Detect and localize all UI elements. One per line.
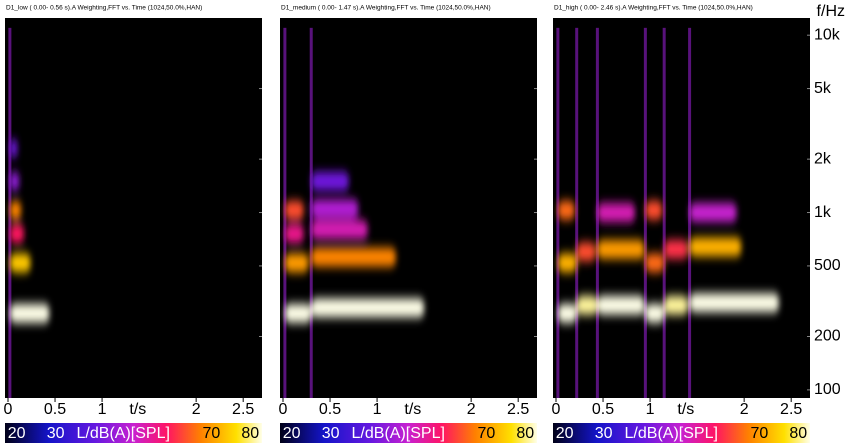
partial-blob — [284, 303, 312, 323]
spectrogram-layer — [283, 27, 425, 398]
colorbar-tick-label: 20 — [556, 425, 574, 442]
colorbar-tick-label: 20 — [8, 425, 26, 442]
x-tick-label: 0.5 — [44, 401, 66, 418]
partial-blob — [311, 247, 396, 267]
y-axis-label: f/Hz — [817, 3, 845, 20]
partial-blob — [557, 303, 577, 323]
partial-blob — [9, 200, 22, 220]
x-tick-label: 2.5 — [507, 401, 529, 418]
partial-blob — [689, 237, 742, 257]
x-tick-label: 0 — [279, 401, 288, 418]
partial-blob — [689, 203, 737, 222]
x-tick-label: 2 — [192, 401, 201, 418]
partial-blob — [597, 295, 645, 315]
colorbar — [5, 423, 262, 443]
x-tick-label: 0.5 — [319, 401, 341, 418]
partial-blob — [576, 295, 598, 315]
partial-blob — [664, 239, 688, 259]
strike-streak — [309, 27, 313, 398]
colorbar-tick-label: 70 — [202, 425, 220, 442]
x-tick-label: 0 — [4, 401, 13, 418]
partial-blob — [9, 253, 31, 273]
chart-title: D1_medium ( 0.00- 1.47 s).A Weighting,FF… — [281, 5, 491, 12]
colorbar-tick-label: 80 — [789, 425, 807, 442]
x-tick-label: 2 — [740, 401, 749, 418]
spectrogram-layer — [556, 27, 779, 398]
y-tick-label: 100 — [814, 381, 841, 398]
colorbar-tick-label: 30 — [595, 425, 613, 442]
x-tick-label: 2.5 — [780, 401, 802, 418]
x-tick-label: 2.5 — [232, 401, 254, 418]
x-axis-label: t/s — [404, 401, 421, 418]
partial-blob — [557, 253, 577, 273]
colorbar-tick-label: 70 — [477, 425, 495, 442]
partial-blob — [9, 138, 18, 158]
partial-blob — [311, 171, 349, 191]
partials — [284, 171, 425, 323]
plot-area — [5, 18, 262, 398]
colorbar-label: L/dB(A)[SPL] — [77, 425, 170, 442]
x-tick-label: 1 — [98, 401, 107, 418]
colorbar-tick-label: 30 — [47, 425, 65, 442]
partial-blob — [284, 224, 304, 244]
y-tick-label: 5k — [814, 80, 832, 97]
y-tick-label: 10k — [814, 26, 841, 43]
partial-blob — [645, 200, 663, 220]
partials — [9, 138, 50, 323]
x-tick-label: 1 — [646, 401, 655, 418]
spectrogram-layer — [8, 27, 50, 398]
colorbar-label: L/dB(A)[SPL] — [352, 425, 445, 442]
partial-blob — [9, 224, 24, 244]
partial-blob — [597, 203, 636, 222]
partial-blob — [284, 253, 309, 273]
y-tick-label: 200 — [814, 328, 841, 345]
partial-blob — [9, 171, 20, 191]
partial-blob — [576, 242, 596, 262]
x-axis-label: t/s — [677, 401, 694, 418]
colorbar-tick-label: 20 — [283, 425, 301, 442]
colorbar-tick-label: 70 — [750, 425, 768, 442]
chart-title: D1_high ( 0.00- 2.46 s).A Weighting,FFT … — [554, 5, 753, 12]
partial-blob — [597, 239, 645, 259]
partial-blob — [645, 303, 665, 323]
chart-title: D1_low ( 0.00- 0.56 s).A Weighting,FFT v… — [6, 5, 202, 12]
x-tick-label: 2 — [467, 401, 476, 418]
colorbar-tick-label: 80 — [241, 425, 259, 442]
colorbar — [280, 423, 537, 443]
partials — [557, 200, 779, 323]
plot-area — [553, 18, 810, 398]
x-tick-label: 1 — [373, 401, 382, 418]
colorbar-tick-label: 80 — [516, 425, 534, 442]
x-tick-label: 0 — [552, 401, 561, 418]
colorbar-tick-label: 30 — [322, 425, 340, 442]
partial-blob — [664, 295, 688, 315]
partial-blob — [9, 303, 50, 323]
y-tick-label: 2k — [814, 150, 832, 167]
partial-blob — [689, 293, 779, 313]
partial-blob — [311, 298, 425, 318]
colorbar-label: L/dB(A)[SPL] — [625, 425, 718, 442]
colorbar — [553, 423, 810, 443]
strike-streak — [662, 27, 666, 398]
partial-blob — [645, 253, 665, 273]
y-tick-label: 500 — [814, 257, 841, 274]
partial-blob — [311, 199, 359, 219]
strike-streak — [575, 27, 579, 398]
x-axis-label: t/s — [129, 401, 146, 418]
y-tick-label: 1k — [814, 204, 832, 221]
partial-blob — [311, 220, 368, 240]
partial-blob — [557, 200, 575, 220]
x-tick-label: 0.5 — [592, 401, 614, 418]
partial-blob — [284, 200, 304, 220]
